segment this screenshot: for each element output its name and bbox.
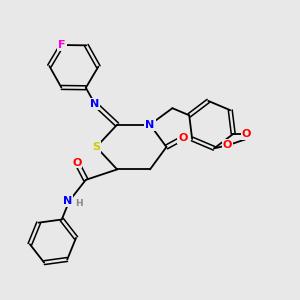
Text: O: O bbox=[72, 158, 82, 167]
Text: H: H bbox=[75, 199, 83, 208]
Text: O: O bbox=[223, 140, 232, 150]
Text: F: F bbox=[58, 40, 66, 50]
Text: S: S bbox=[92, 142, 100, 152]
Text: O: O bbox=[242, 129, 251, 139]
Text: O: O bbox=[178, 133, 188, 143]
Text: N: N bbox=[146, 120, 154, 130]
Text: N: N bbox=[63, 196, 73, 206]
Text: N: N bbox=[90, 99, 99, 109]
